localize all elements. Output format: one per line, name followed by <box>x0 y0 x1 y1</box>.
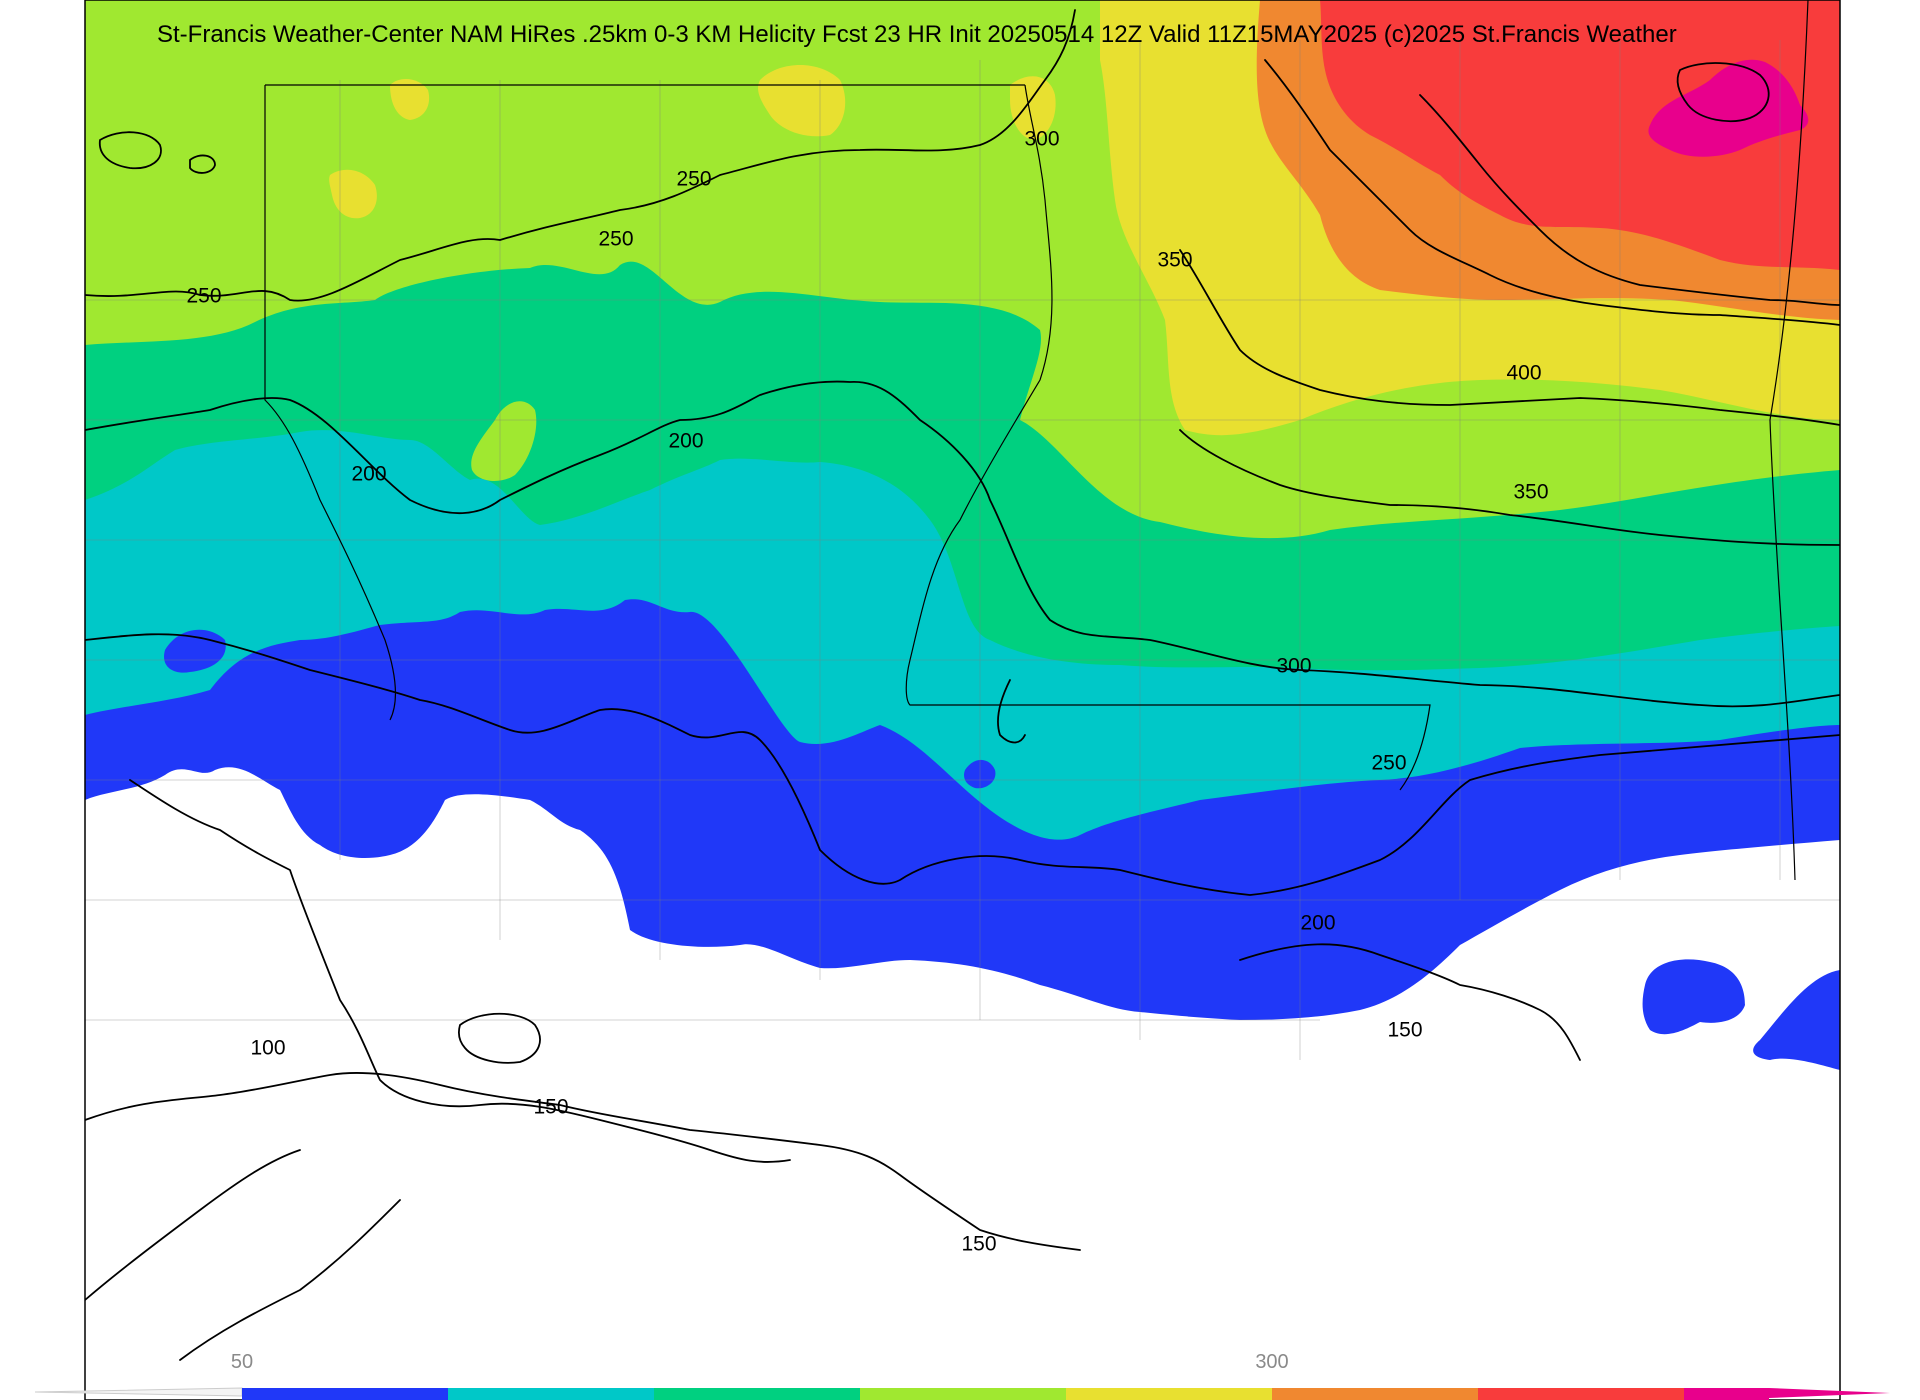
colorbar-bin <box>654 1388 860 1400</box>
contour-line <box>1419 94 1840 306</box>
blue-blob-central <box>964 759 996 789</box>
contour-label: 250 <box>598 228 633 251</box>
colorbar-bin <box>860 1388 1066 1400</box>
contour-label: 250 <box>186 285 221 308</box>
contour-labels: 300 250 250 250 350 400 200 200 350 300 … <box>186 128 1548 1256</box>
contour-label: 150 <box>1387 1019 1422 1042</box>
contour-label: 300 <box>1024 128 1059 151</box>
state-border-ms-al <box>1769 0 1809 881</box>
contour-label: 200 <box>351 463 386 486</box>
state-border-la-ms <box>905 84 1431 791</box>
contour-label: 350 <box>1513 481 1548 504</box>
colorbar-bin <box>1684 1388 1769 1400</box>
blue-blob-east-2 <box>1753 970 1840 1070</box>
colorbar-bin <box>1066 1388 1272 1400</box>
colorbar-bin <box>1272 1388 1478 1400</box>
contour-line <box>1239 943 1581 1061</box>
contour-line <box>1676 62 1770 122</box>
yellow-blob-2 <box>329 169 377 219</box>
helicity-contours <box>85 9 1840 1361</box>
contour-label: 250 <box>676 168 711 191</box>
colorbar-arrow-right <box>1769 1388 1890 1398</box>
contour-label: 350 <box>1157 249 1192 272</box>
colorbar-label: 50 <box>231 1351 253 1373</box>
green-blob-west <box>471 401 537 482</box>
contour-line <box>98 131 216 174</box>
contour-line <box>129 779 791 1163</box>
county-grid-2 <box>339 40 1781 1060</box>
contour-label: 250 <box>1371 752 1406 775</box>
contour-label: 150 <box>533 1096 568 1119</box>
county-lines <box>85 40 1840 1060</box>
contour-line <box>85 633 1840 896</box>
contour-line <box>1264 59 1840 326</box>
county-grid-1 <box>85 299 1840 1021</box>
contour-label: 100 <box>250 1037 285 1060</box>
contour-label: 400 <box>1506 362 1541 385</box>
band-below-50 <box>85 767 1840 1400</box>
contour-label: 150 <box>961 1233 996 1256</box>
contour-label: 200 <box>668 430 703 453</box>
contour-line <box>1179 429 1840 546</box>
contour-line <box>997 679 1026 744</box>
colorbar-bin <box>448 1388 654 1400</box>
map-frame <box>84 0 1841 1400</box>
colorbar: 50 300 <box>34 1351 1890 1400</box>
state-borders <box>264 0 1809 881</box>
band-350-400 <box>1320 0 1840 270</box>
colorbar-label: 300 <box>1255 1351 1288 1373</box>
band-400-plus <box>1648 59 1809 157</box>
state-border-tx-la <box>264 85 397 721</box>
contour-line <box>85 1149 401 1361</box>
contour-label: 200 <box>1300 912 1335 935</box>
contour-line <box>85 9 1076 302</box>
colorbar-bin <box>242 1388 448 1400</box>
contour-line <box>1179 249 1840 426</box>
yellow-blob-3 <box>390 78 430 120</box>
yellow-blob-1 <box>758 65 846 137</box>
colorbar-bin <box>1478 1388 1684 1400</box>
contour-label: 300 <box>1276 655 1311 678</box>
contour-line <box>85 380 1840 708</box>
blue-blob-east-1 <box>1642 959 1745 1035</box>
page-title: St-Francis Weather-Center NAM HiRes .25k… <box>157 21 1677 48</box>
yellow-blob-4 <box>1010 76 1056 140</box>
contour-line <box>85 1072 1081 1251</box>
shaded-helicity-field <box>85 0 1840 1400</box>
contour-line <box>457 1012 541 1064</box>
